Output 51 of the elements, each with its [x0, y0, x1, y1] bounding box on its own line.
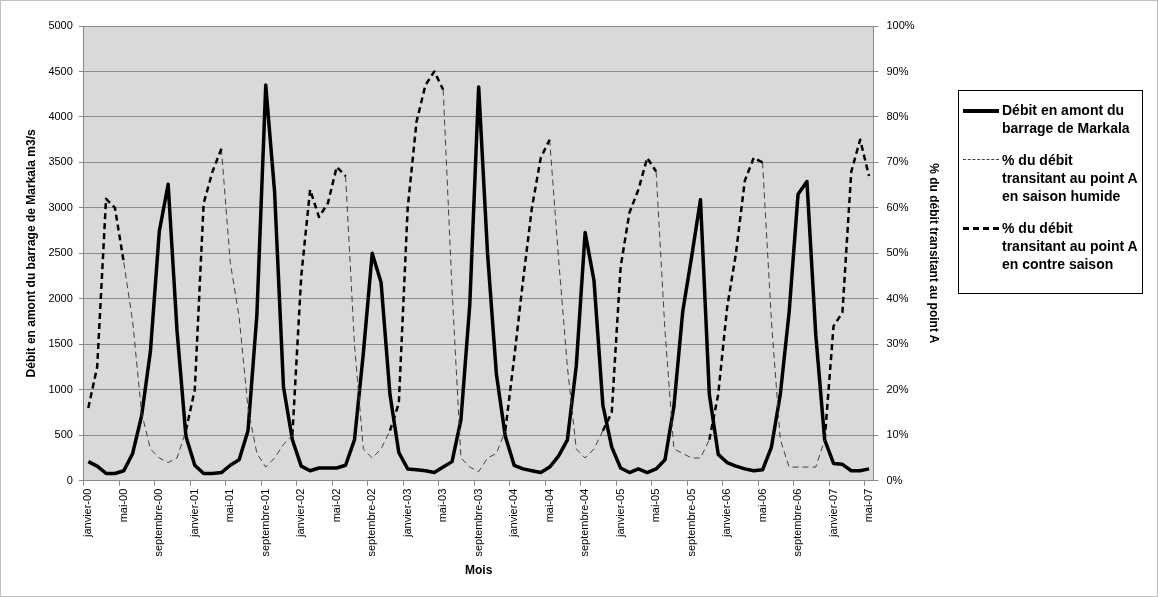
x-tick-label: septembre-00: [152, 488, 165, 557]
x-axis-title: Mois: [465, 563, 493, 578]
y2-tick-label: 70%: [886, 155, 909, 168]
y2-tick-label: 30%: [886, 337, 909, 350]
x-tick-label: mai-04: [542, 488, 555, 523]
x-tick-label: septembre-02: [365, 488, 378, 557]
x-tick-label: mai-00: [116, 488, 129, 523]
x-tick-label: septembre-05: [684, 488, 697, 557]
x-tick-label: mai-01: [223, 488, 236, 523]
y-tick-label: 1500: [48, 337, 73, 350]
x-tick-label: mai-02: [329, 488, 342, 523]
x-tick-label: janvier-00: [81, 488, 94, 539]
y-tick-label: 5000: [48, 19, 73, 32]
x-tick-label: janvier-01: [187, 488, 200, 539]
x-tick-label: mai-07: [862, 488, 875, 523]
x-tick-label: janvier-04: [507, 488, 520, 539]
y2-tick-label: 40%: [886, 291, 909, 304]
y2-axis-title: % du débit transitant au point A: [927, 163, 942, 344]
x-tick-label: mai-06: [755, 488, 768, 523]
y2-tick-label: 10%: [886, 428, 909, 441]
x-tick-label: janvier-07: [826, 488, 839, 539]
x-tick-label: janvier-02: [294, 488, 307, 539]
x-tick-label: septembre-04: [578, 488, 591, 557]
y-tick-label: 4500: [48, 64, 73, 77]
y2-tick-label: 80%: [886, 109, 909, 122]
legend-label: Débit en amont du barrage de Markala: [1002, 101, 1131, 137]
y-tick-label: 500: [54, 428, 73, 441]
legend-label: % du débit transitant au point A en contre saison: [1002, 219, 1138, 273]
y-tick-label: 4000: [48, 109, 73, 122]
y-tick-label: 0: [66, 473, 73, 486]
y2-tick-label: 90%: [886, 64, 909, 77]
y2-tick-label: 0%: [886, 473, 903, 486]
x-tick-label: mai-03: [436, 488, 449, 523]
y-tick-label: 3500: [48, 155, 73, 168]
y2-tick-label: 100%: [886, 19, 915, 32]
x-tick-label: septembre-01: [258, 488, 271, 557]
x-tick-label: septembre-03: [471, 488, 484, 557]
y-axis-title: Débit en amont du barrage de Markala m3/s: [23, 129, 38, 378]
y2-tick-label: 20%: [886, 382, 909, 395]
x-tick-label: janvier-03: [400, 488, 413, 539]
y-tick-label: 1000: [48, 382, 73, 395]
y-tick-label: 2500: [48, 246, 73, 259]
y-tick-label: 2000: [48, 291, 73, 304]
x-tick-label: septembre-06: [791, 488, 804, 557]
y2-tick-label: 60%: [886, 200, 909, 213]
legend-label: % du débit transitant au point A en saison humide: [1002, 151, 1138, 205]
x-tick-label: janvier-06: [720, 488, 733, 539]
y2-tick-label: 50%: [886, 246, 909, 259]
y-tick-label: 3000: [48, 200, 73, 213]
x-tick-label: mai-05: [649, 488, 662, 523]
x-tick-label: janvier-05: [613, 488, 626, 539]
